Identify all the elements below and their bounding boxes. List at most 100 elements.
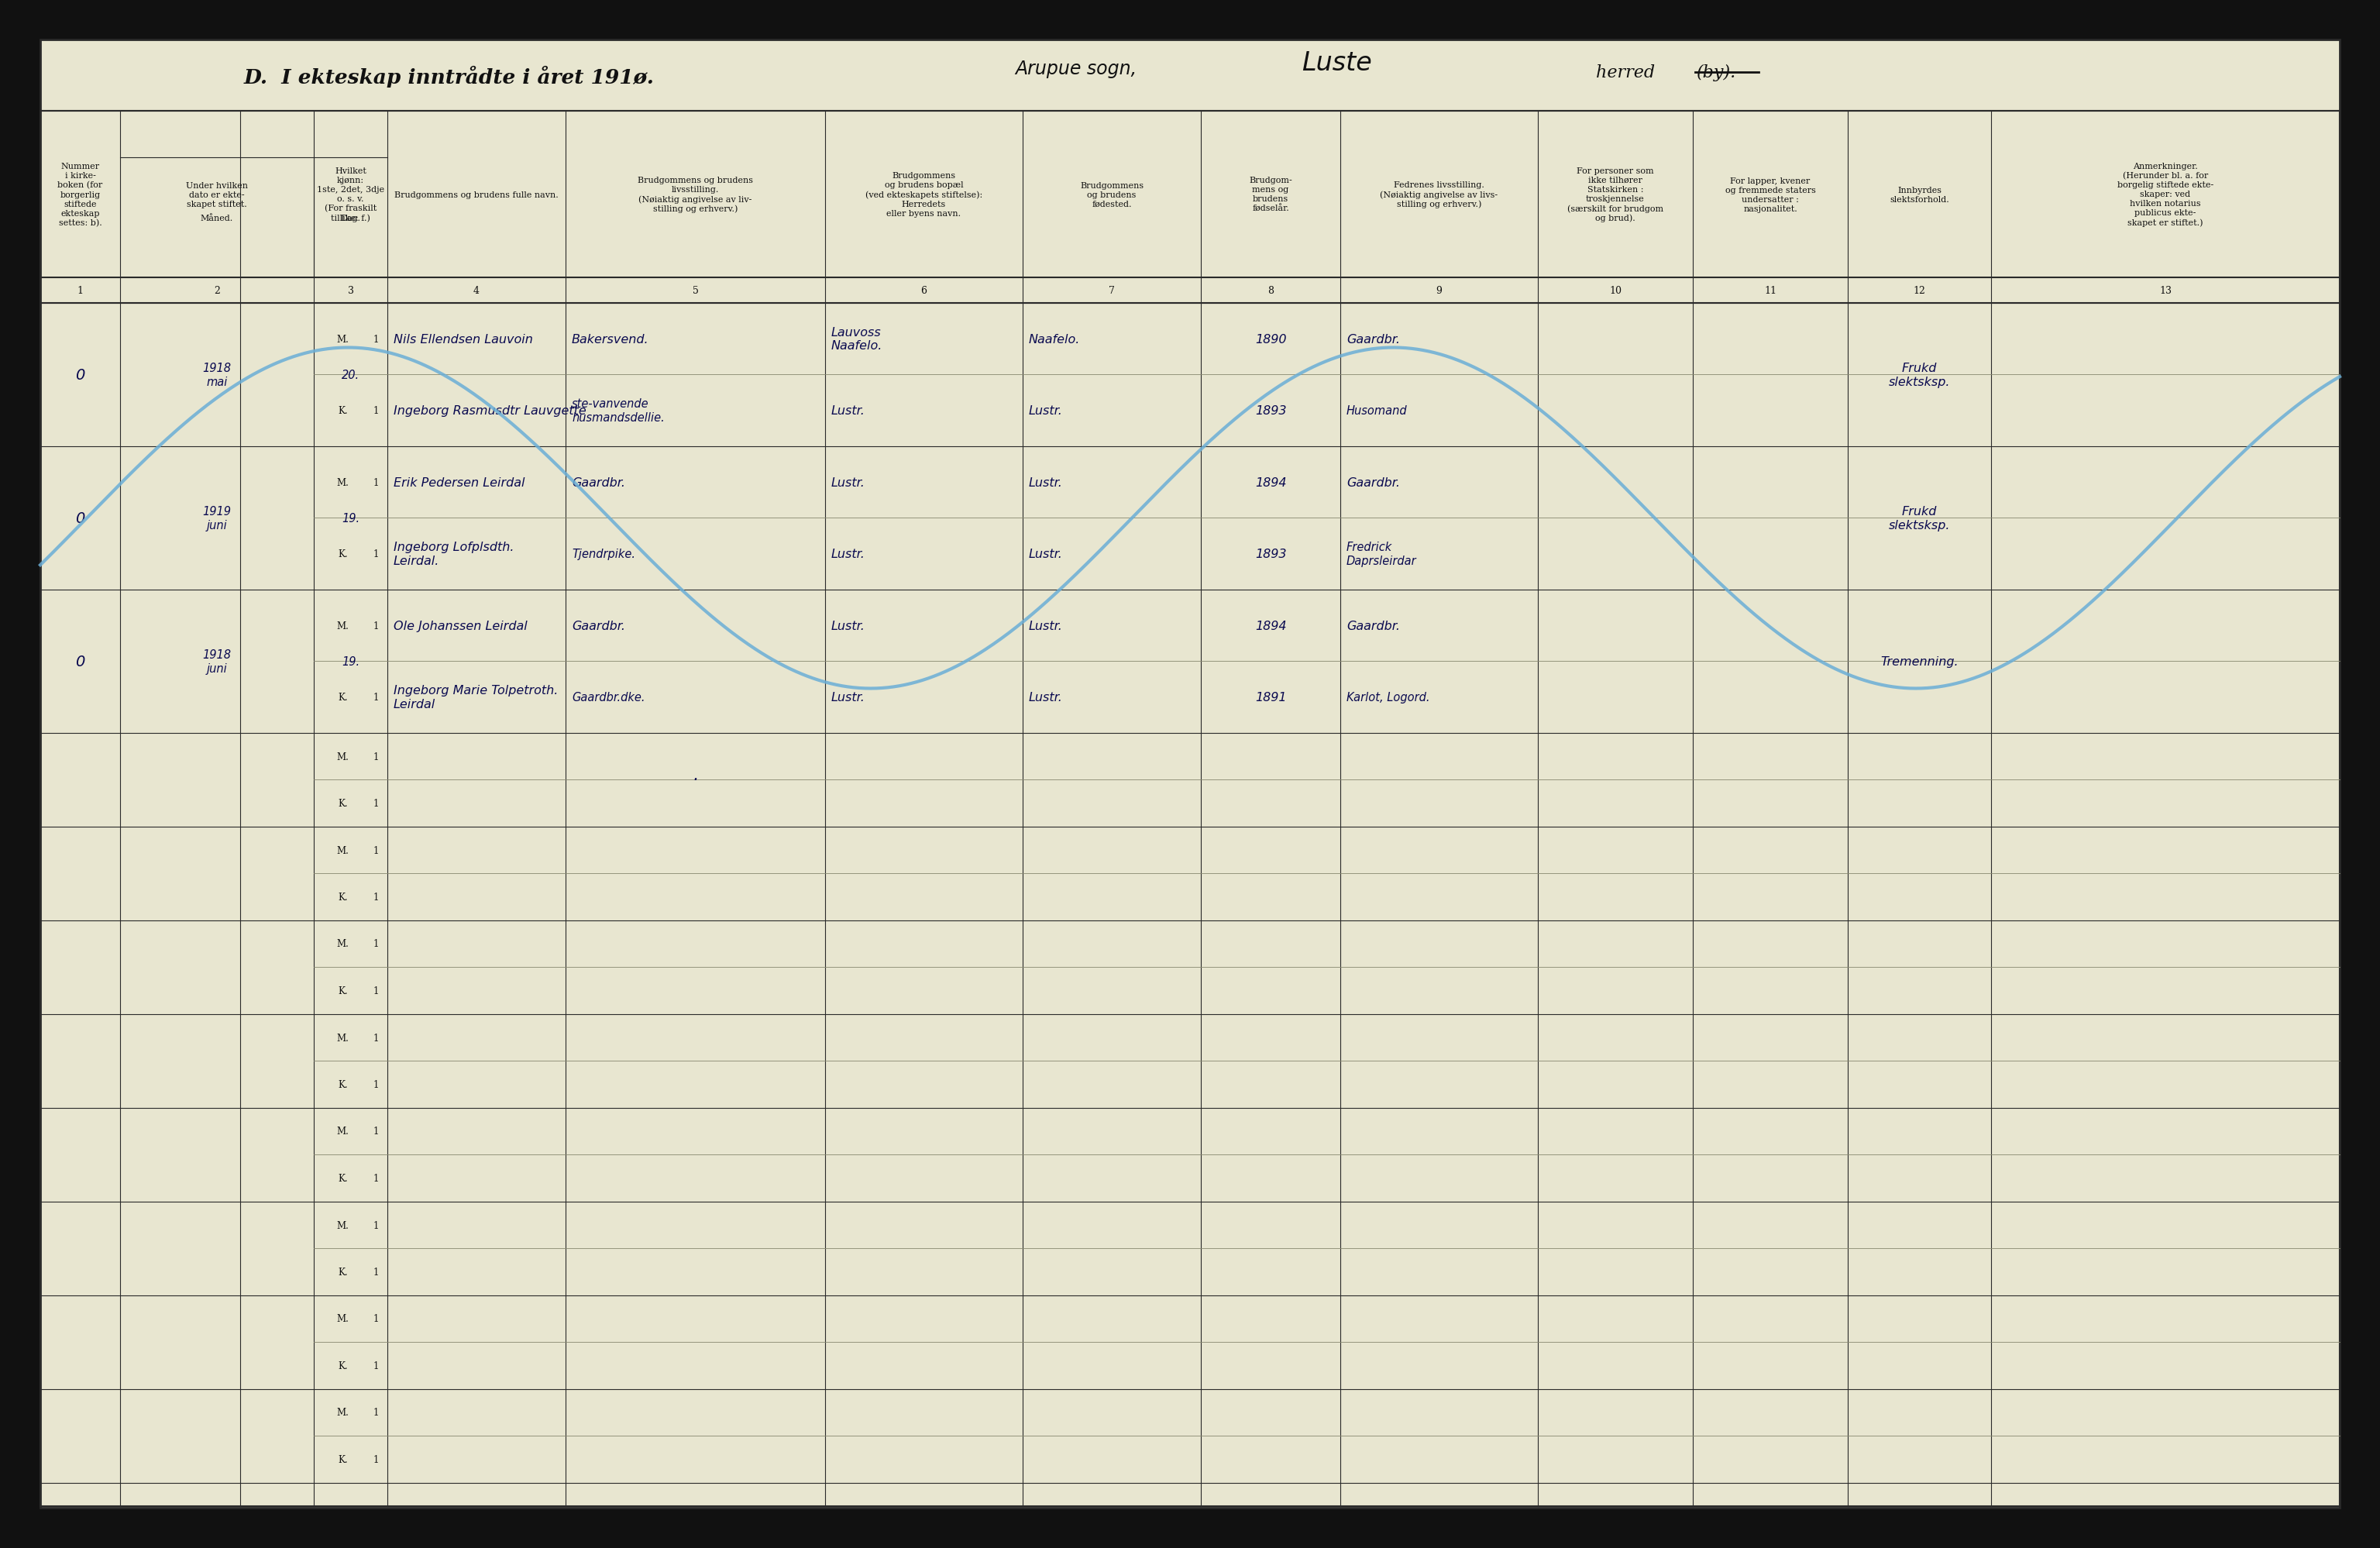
Text: Lustr.: Lustr. (831, 477, 866, 488)
Text: M.: M. (336, 1127, 350, 1136)
Text: Nummer
i kirke-
boken (for
borgerlig
stiftede
ekteskap
settes: b).: Nummer i kirke- boken (for borgerlig sti… (57, 163, 102, 228)
Text: 6: 6 (921, 286, 926, 296)
Text: M.: M. (336, 845, 350, 856)
Text: M.: M. (336, 1314, 350, 1324)
Text: K.: K. (338, 799, 347, 808)
Text: Anmerkninger.
(Herunder bl. a. for
borgelig stiftede ekte-
skaper: ved
hvilken n: Anmerkninger. (Herunder bl. a. for borge… (2118, 163, 2213, 228)
Text: 1: 1 (374, 1127, 378, 1136)
Text: 1: 1 (374, 986, 378, 995)
Text: Ingeborg Rasmusdtr Lauvgette: Ingeborg Rasmusdtr Lauvgette (393, 406, 585, 416)
Text: Lustr.: Lustr. (1028, 477, 1064, 488)
Text: herred: herred (1597, 65, 1661, 82)
Text: Måned.: Måned. (200, 214, 233, 221)
Text: 1918
juni: 1918 juni (202, 649, 231, 675)
Text: Fredrick
Daprsleirdar: Fredrick Daprsleirdar (1347, 542, 1416, 567)
Text: 0: 0 (76, 511, 86, 526)
Text: 13: 13 (2159, 286, 2171, 296)
Text: 1: 1 (374, 751, 378, 762)
Text: M.: M. (336, 1220, 350, 1231)
Text: K.: K. (338, 1079, 347, 1090)
Text: (by).: (by). (1697, 63, 1737, 82)
Text: Ole Johanssen Leirdal: Ole Johanssen Leirdal (393, 619, 528, 632)
Text: 1: 1 (374, 1033, 378, 1043)
Text: 1: 1 (374, 477, 378, 488)
Text: Gaardbr.: Gaardbr. (1347, 477, 1399, 488)
Text: Gaardbr.: Gaardbr. (1347, 333, 1399, 345)
Text: Gaardbr.: Gaardbr. (571, 477, 626, 488)
Text: Naafelo.: Naafelo. (1028, 333, 1081, 345)
Text: Innbyrdes
slektsforhold.: Innbyrdes slektsforhold. (1890, 186, 1949, 203)
Text: Luste: Luste (1302, 50, 1371, 76)
Text: ·: · (693, 772, 697, 788)
Text: 1: 1 (374, 845, 378, 856)
Text: M.: M. (336, 1407, 350, 1418)
Text: 1893: 1893 (1254, 406, 1285, 416)
Text: 1893: 1893 (1254, 548, 1285, 560)
Text: D.  I ekteskap inntrådte i året 191ø.: D. I ekteskap inntrådte i året 191ø. (245, 65, 655, 88)
Text: Dag.: Dag. (340, 214, 362, 221)
Text: Gaardbr.dke.: Gaardbr.dke. (571, 692, 645, 703)
Text: Lauvoss
Naafelo.: Lauvoss Naafelo. (831, 327, 883, 351)
Text: M.: M. (336, 1033, 350, 1043)
Text: Lustr.: Lustr. (1028, 548, 1064, 560)
Text: 1: 1 (374, 940, 378, 949)
Text: 1: 1 (374, 550, 378, 559)
Text: Tjendrpike.: Tjendrpike. (571, 548, 635, 560)
Text: ste-vanvende
husmandsdellie.: ste-vanvende husmandsdellie. (571, 398, 664, 423)
Text: 7: 7 (1109, 286, 1114, 296)
Text: Bakersvend.: Bakersvend. (571, 333, 650, 345)
Text: K.: K. (338, 692, 347, 703)
Text: 1: 1 (374, 621, 378, 630)
Text: Karlot, Logord.: Karlot, Logord. (1347, 692, 1430, 703)
Text: 1: 1 (374, 334, 378, 344)
Text: Lustr.: Lustr. (1028, 619, 1064, 632)
Text: Brudgom-
mens og
brudens
fødselår.: Brudgom- mens og brudens fødselår. (1250, 176, 1292, 212)
Text: Lustr.: Lustr. (831, 406, 866, 416)
Text: K.: K. (338, 550, 347, 559)
Text: Lustr.: Lustr. (1028, 406, 1064, 416)
Text: K.: K. (338, 406, 347, 416)
Text: Gaardbr.: Gaardbr. (571, 619, 626, 632)
Text: 11: 11 (1764, 286, 1775, 296)
Text: Tremenning.: Tremenning. (1880, 656, 1959, 667)
Text: M.: M. (336, 334, 350, 344)
Text: 1: 1 (374, 1407, 378, 1418)
Text: 1: 1 (374, 1173, 378, 1183)
Text: Brudgommens
og brudens bopæl
(ved ekteskapets stiftelse):
Herredets
eller byens : Brudgommens og brudens bopæl (ved ektesk… (866, 172, 983, 217)
Text: 1: 1 (374, 692, 378, 703)
Text: Fedrenes livsstilling.
(Nøiaktig angivelse av livs-
stilling og erhverv.): Fedrenes livsstilling. (Nøiaktig angivel… (1380, 181, 1497, 209)
Text: Lustr.: Lustr. (831, 548, 866, 560)
Text: Husomand: Husomand (1347, 406, 1407, 416)
Text: 0: 0 (76, 368, 86, 382)
Text: K.: K. (338, 1361, 347, 1370)
Text: 9: 9 (1435, 286, 1442, 296)
Text: 1894: 1894 (1254, 477, 1285, 488)
Text: 1: 1 (76, 286, 83, 296)
Text: Nils Ellendsen Lauvoin: Nils Ellendsen Lauvoin (393, 333, 533, 345)
Text: 1: 1 (374, 1454, 378, 1464)
Text: Lustr.: Lustr. (831, 619, 866, 632)
Text: For personer som
ikke tilhører
Statskirken :
troskjennelse
(særskilt for brudgom: For personer som ikke tilhører Statskirk… (1568, 167, 1664, 223)
Text: Ingeborg Marie Tolpetroth.
Leirdal: Ingeborg Marie Tolpetroth. Leirdal (393, 684, 557, 711)
Text: 1: 1 (374, 1220, 378, 1231)
Text: K.: K. (338, 1454, 347, 1464)
Text: 1919
juni: 1919 juni (202, 506, 231, 531)
Text: Frukd
slektsksp.: Frukd slektsksp. (1890, 506, 1949, 531)
Text: 1918
mai: 1918 mai (202, 362, 231, 387)
Text: M.: M. (336, 477, 350, 488)
Text: M.: M. (336, 621, 350, 630)
Text: 1: 1 (374, 892, 378, 902)
Text: 0: 0 (76, 655, 86, 669)
Text: Ingeborg Lofplsdth.
Leirdal.: Ingeborg Lofplsdth. Leirdal. (393, 542, 514, 567)
Text: 1: 1 (374, 1361, 378, 1370)
Text: Brudgommens
og brudens
fødested.: Brudgommens og brudens fødested. (1081, 181, 1142, 207)
Text: 5: 5 (693, 286, 697, 296)
Text: 1891: 1891 (1254, 692, 1285, 703)
Text: 1890: 1890 (1254, 333, 1285, 345)
Text: 1: 1 (374, 1266, 378, 1277)
Text: 4: 4 (474, 286, 478, 296)
Text: 3: 3 (347, 286, 355, 296)
Text: Lustr.: Lustr. (1028, 692, 1064, 703)
Text: Under hvilken
dato er ekte-
skapet stiftet.: Under hvilken dato er ekte- skapet stift… (186, 181, 248, 207)
Text: Brudgommens og brudens
livsstilling.
(Nøiaktig angivelse av liv-
stilling og erh: Brudgommens og brudens livsstilling. (Nø… (638, 176, 752, 214)
